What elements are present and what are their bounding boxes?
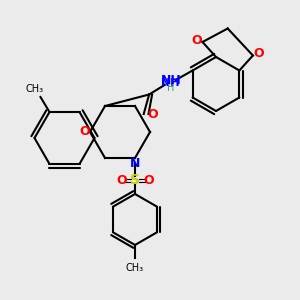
Text: N: N bbox=[130, 157, 140, 170]
Text: NH: NH bbox=[161, 74, 182, 88]
Text: CH₃: CH₃ bbox=[26, 84, 44, 94]
Text: S: S bbox=[130, 173, 140, 188]
Text: H: H bbox=[167, 83, 175, 93]
Text: O: O bbox=[192, 34, 203, 47]
Text: O: O bbox=[253, 47, 264, 61]
Text: O: O bbox=[116, 174, 127, 187]
Text: O: O bbox=[143, 174, 154, 187]
Text: CH₃: CH₃ bbox=[126, 263, 144, 273]
Text: O: O bbox=[79, 125, 90, 139]
Text: NH: NH bbox=[161, 77, 179, 88]
Text: O: O bbox=[147, 107, 158, 121]
